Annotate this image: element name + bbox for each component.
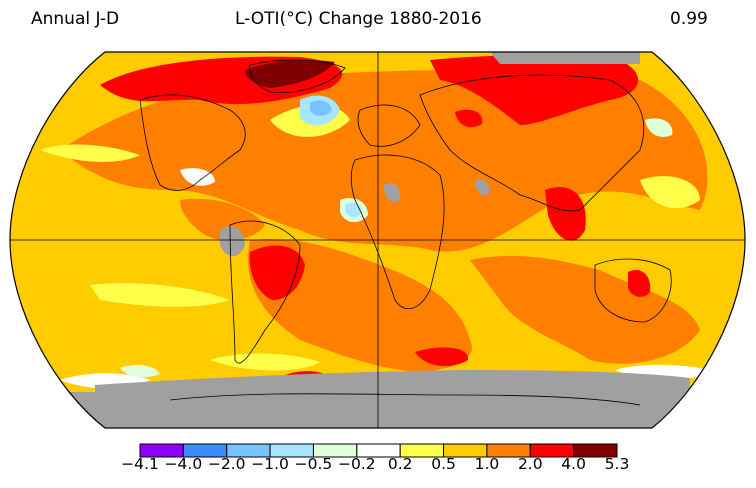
- legend-tick: 1.0: [474, 455, 500, 473]
- arabia-no-data: [475, 179, 490, 196]
- legend-tick: −4.1: [121, 455, 159, 473]
- arctic-no-data: [490, 52, 640, 64]
- legend-bin: [573, 443, 618, 458]
- south-pacific-mild: [90, 283, 230, 307]
- europe-outline: [357, 104, 421, 147]
- legend-tick: −0.2: [337, 455, 376, 473]
- southern-pacific-mild: [210, 353, 320, 371]
- greenland-extreme-warming: [245, 60, 335, 88]
- west-pacific-mild: [640, 176, 700, 209]
- legend-tick: −2.0: [207, 455, 246, 473]
- south-america-outline: [229, 220, 301, 364]
- southeast-usa-neutral: [180, 168, 215, 186]
- continent-outlines: [139, 59, 672, 406]
- southern-ocean-cooling: [120, 364, 160, 378]
- asia-outline: [419, 74, 644, 212]
- andes-no-data: [220, 226, 245, 257]
- north-atlantic-cold-blob: [310, 100, 332, 116]
- legend-tick: 0.5: [431, 455, 456, 473]
- southern-ocean-warming: [415, 347, 469, 367]
- central-asia-warming: [455, 109, 483, 128]
- south-atlantic-warming: [248, 239, 472, 372]
- map-title: L-OTI(°C) Change 1880-2016: [235, 9, 482, 29]
- north-america-outline: [139, 94, 246, 191]
- indian-ocean-warming: [470, 255, 700, 364]
- sahara-no-data: [383, 183, 401, 203]
- greenland-outline: [249, 59, 346, 93]
- australia-outline: [594, 258, 672, 323]
- north-pacific-mild: [40, 144, 140, 162]
- antarctic-coast-no-data: [95, 370, 690, 392]
- africa-outline: [350, 154, 445, 310]
- east-asia-warming: [545, 186, 586, 241]
- legend-tick: 0.2: [387, 455, 413, 473]
- robinson-projection-outline: [9, 51, 746, 429]
- north-pacific-cooling: [645, 118, 673, 137]
- legend-tick: −1.0: [251, 455, 289, 473]
- legend-tick: 2.0: [517, 455, 543, 473]
- legend-tick: −0.5: [294, 455, 333, 473]
- antarctica-outline: [169, 393, 641, 406]
- legend-tick: 4.0: [561, 455, 586, 473]
- legend-tick: −4.0: [164, 455, 203, 473]
- australia-warming: [628, 270, 651, 297]
- global-mean-value: 0.99: [670, 9, 708, 29]
- caribbean-warming: [180, 198, 265, 241]
- legend-tick: 5.3: [604, 455, 630, 473]
- siberia-warming: [430, 55, 639, 125]
- period-label: Annual J-D: [31, 9, 120, 29]
